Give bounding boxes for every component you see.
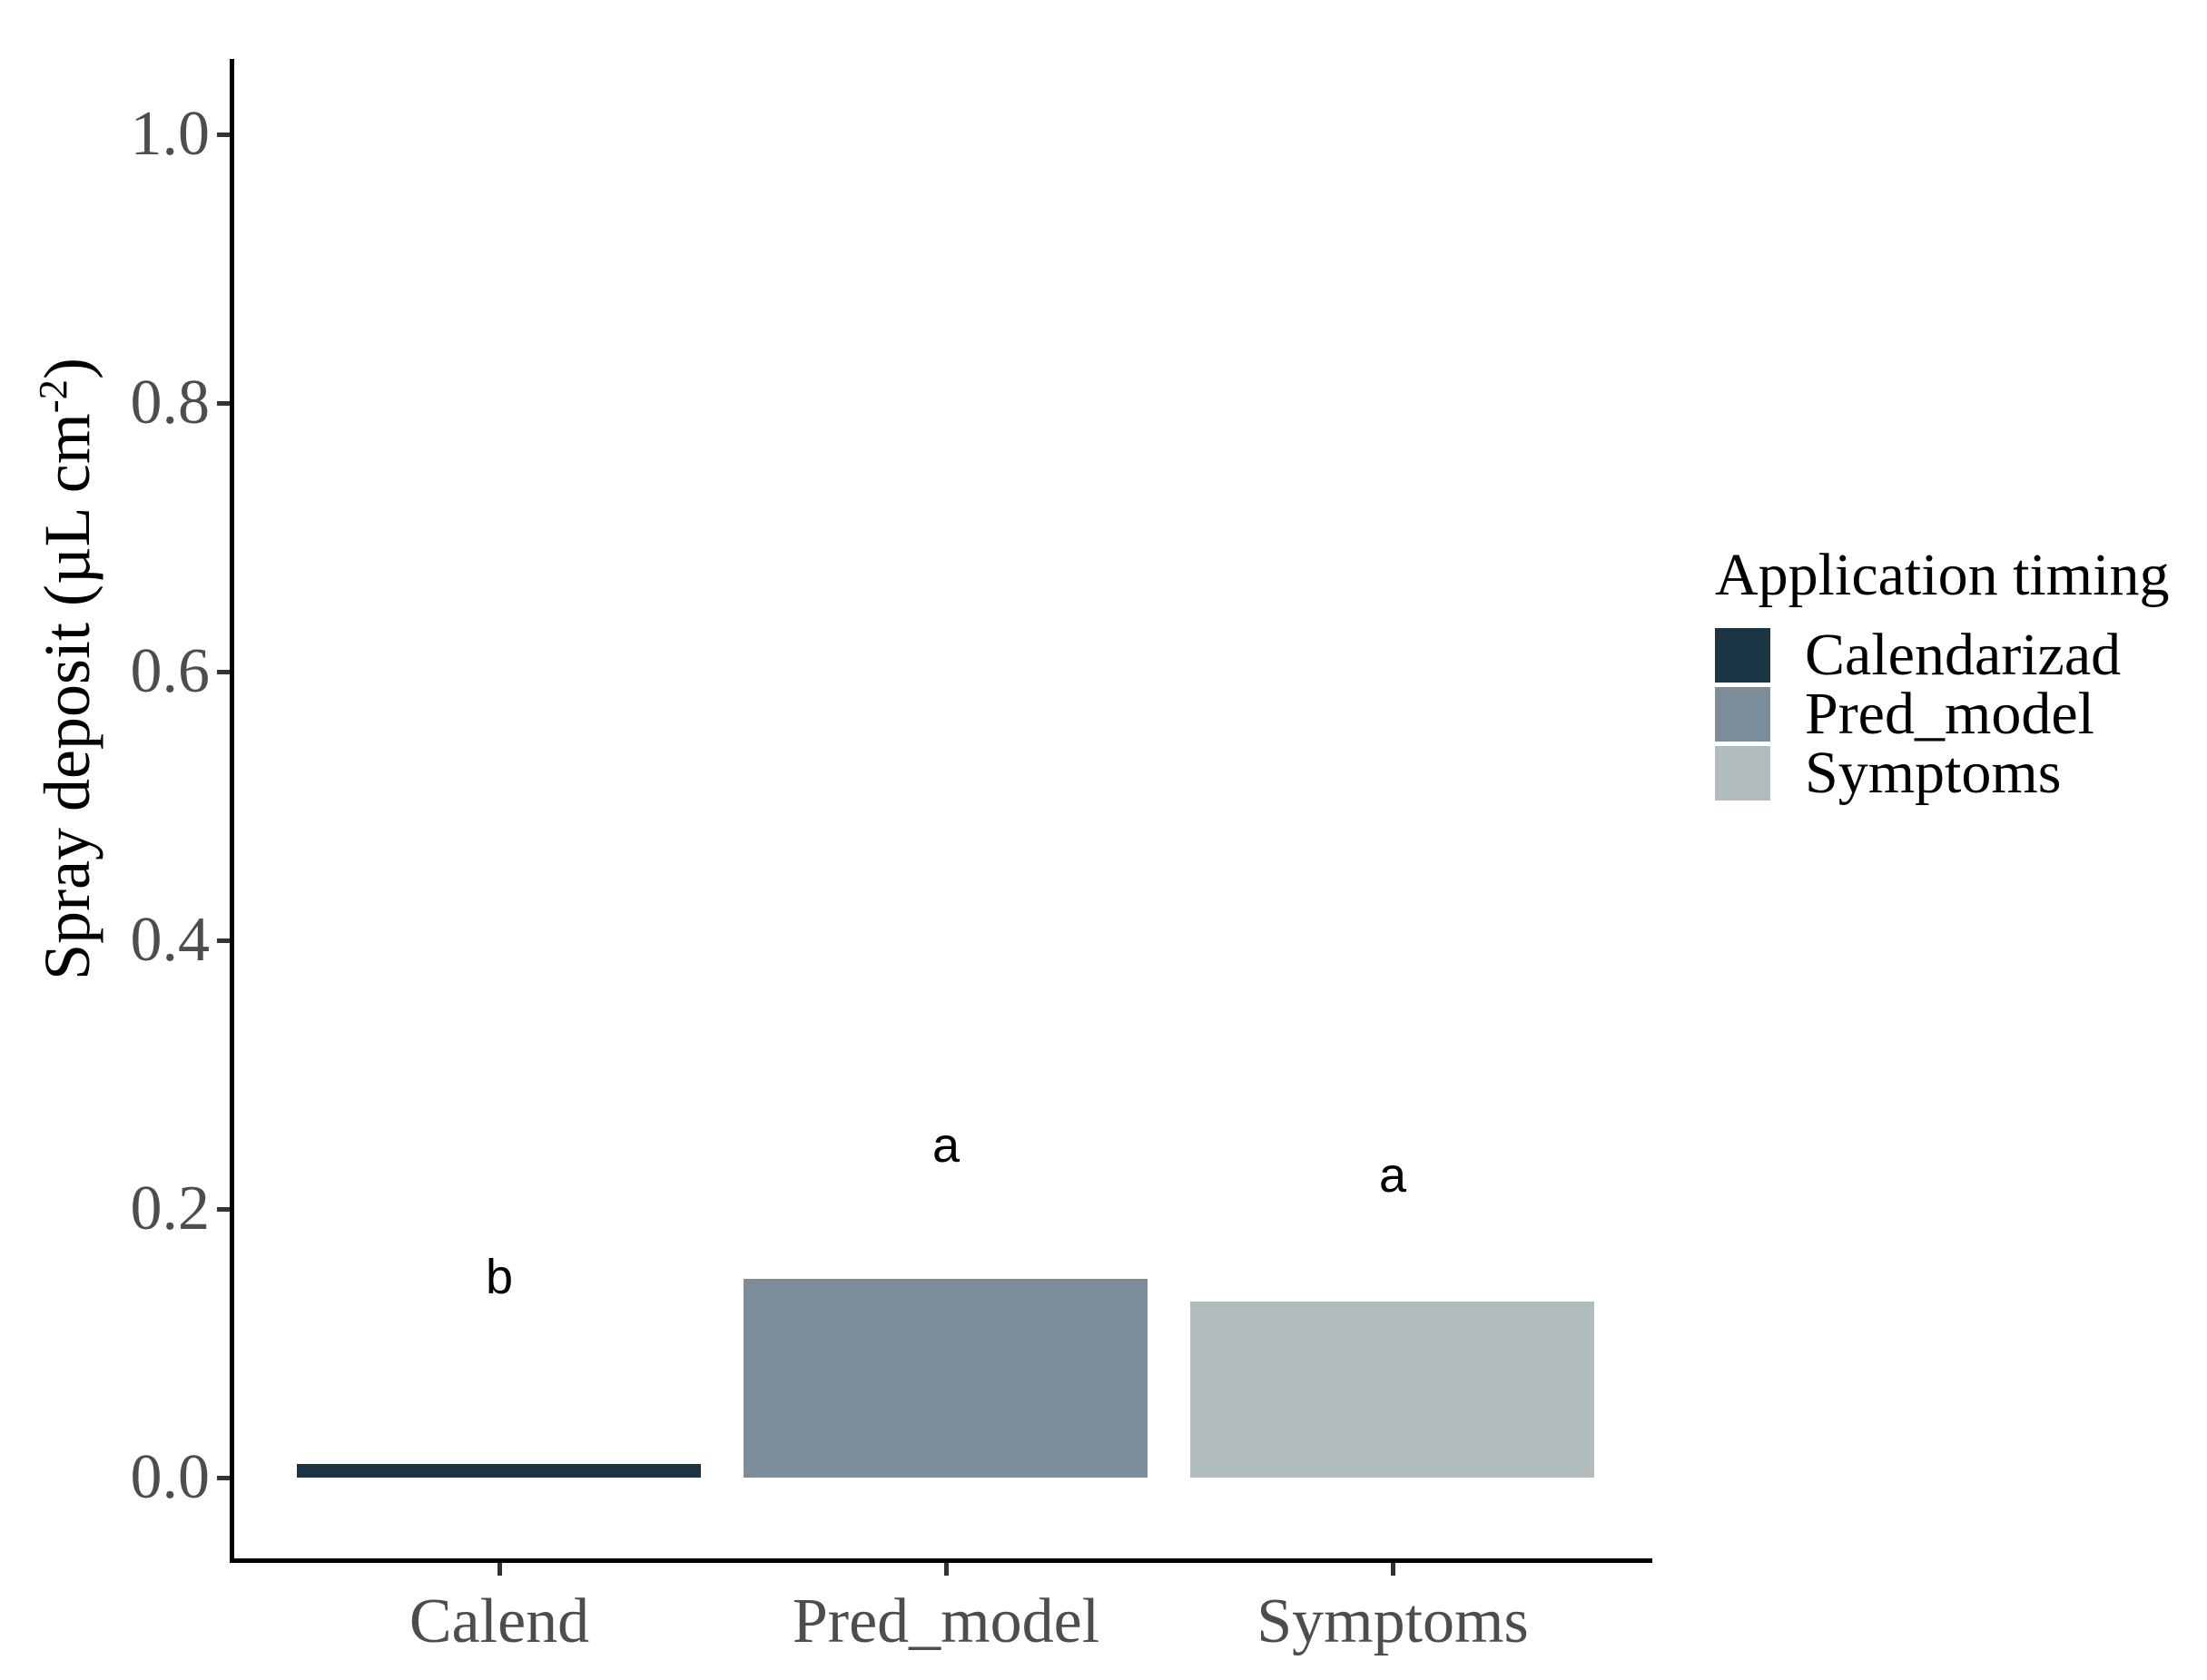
legend-item-label: Calendarizad bbox=[1805, 622, 2122, 688]
significance-letter: b bbox=[485, 1250, 514, 1305]
significance-letter: a bbox=[1378, 1148, 1407, 1203]
y-axis-line bbox=[230, 59, 234, 1563]
legend-item-label: Symptoms bbox=[1805, 740, 2062, 806]
legend-item: Pred_model bbox=[1715, 681, 2205, 747]
y-tick-label: 0.8 bbox=[130, 368, 211, 437]
y-tick-label: 0.2 bbox=[130, 1174, 211, 1243]
y-tick-mark bbox=[217, 1207, 230, 1212]
bar-symptoms bbox=[1190, 1302, 1594, 1478]
y-tick-mark bbox=[217, 938, 230, 943]
x-tick-mark bbox=[1391, 1563, 1395, 1576]
legend: Application timing Calendarizad Pred_mode… bbox=[1715, 543, 2205, 805]
legend-title: Application timing bbox=[1715, 542, 2170, 608]
legend-key-swatch bbox=[1715, 628, 1770, 683]
x-axis-category-label: Pred_model bbox=[792, 1587, 1100, 1656]
legend-key-swatch bbox=[1715, 746, 1770, 801]
legend-item: Calendarizad bbox=[1715, 622, 2205, 688]
x-axis-category-label: Calend bbox=[409, 1587, 590, 1656]
y-tick-mark bbox=[217, 401, 230, 406]
y-tick-mark bbox=[217, 133, 230, 137]
bar-pred_model bbox=[744, 1279, 1148, 1478]
x-axis-category-label: Symptoms bbox=[1256, 1587, 1529, 1656]
legend-item: Symptoms bbox=[1715, 740, 2205, 806]
y-tick-label: 1.0 bbox=[130, 99, 211, 169]
legend-key-swatch bbox=[1715, 687, 1770, 742]
x-tick-mark bbox=[498, 1563, 502, 1576]
y-tick-label: 0.4 bbox=[130, 905, 211, 975]
bar-calend bbox=[297, 1464, 701, 1478]
x-axis-line bbox=[230, 1558, 1652, 1563]
x-tick-mark bbox=[944, 1563, 949, 1576]
y-tick-label: 0.6 bbox=[130, 636, 211, 706]
legend-item-label: Pred_model bbox=[1805, 681, 2094, 747]
legend-items: Calendarizad Pred_model Symptoms bbox=[1715, 622, 2205, 806]
y-tick-mark bbox=[217, 1476, 230, 1480]
y-tick-label: 0.0 bbox=[130, 1442, 211, 1512]
y-tick-mark bbox=[217, 670, 230, 674]
significance-letter: a bbox=[931, 1118, 961, 1174]
